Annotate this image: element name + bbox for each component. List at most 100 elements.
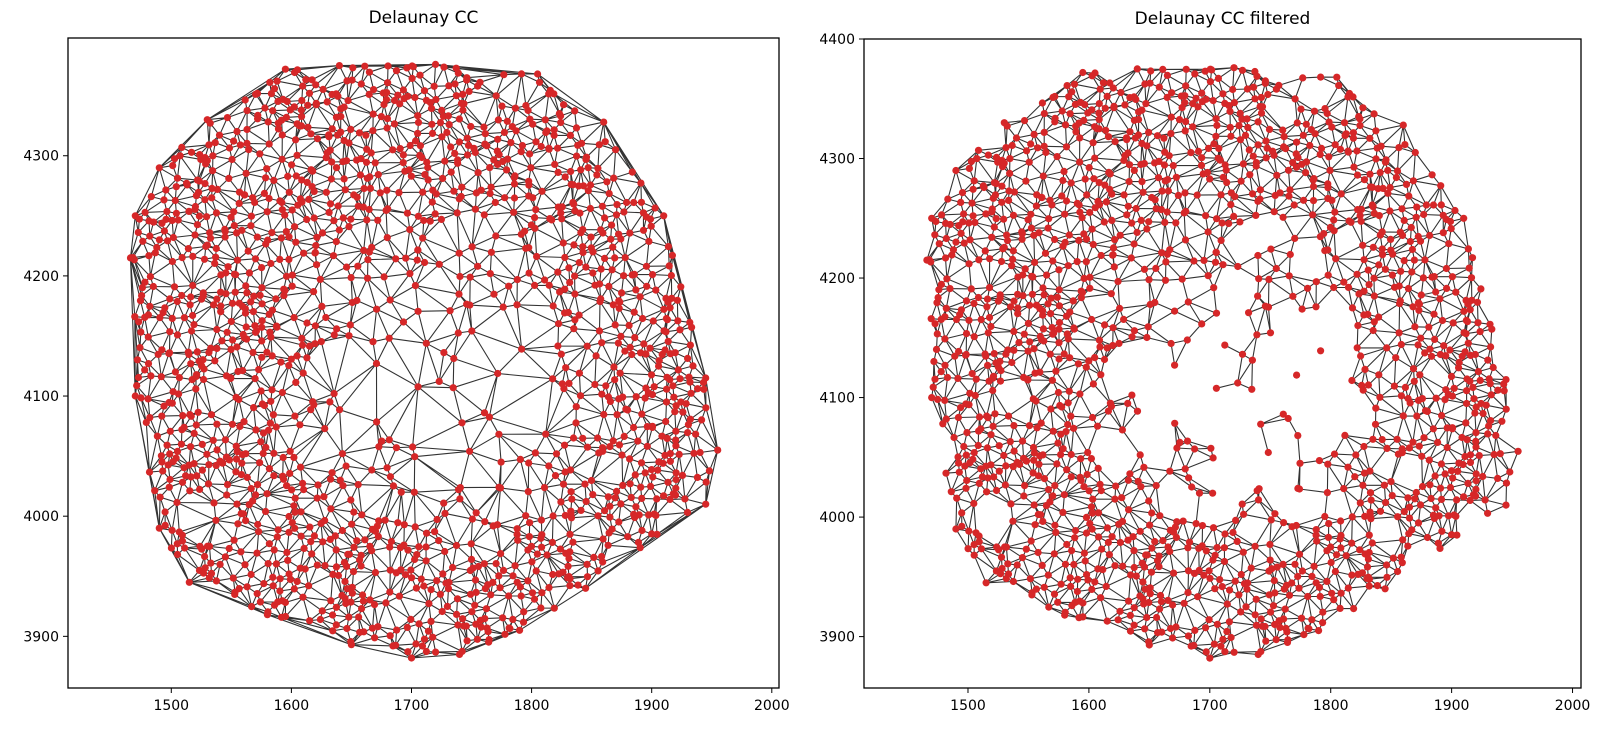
graph-node: [401, 571, 410, 579]
graph-node: [440, 499, 448, 507]
graph-node: [545, 144, 553, 152]
graph-node: [1254, 118, 1262, 126]
graph-node: [1412, 488, 1420, 497]
graph-node: [1319, 619, 1327, 627]
graph-node: [958, 509, 966, 517]
graph-node: [235, 585, 243, 593]
graph-node: [1434, 438, 1442, 446]
y-tick-label: 4100: [23, 389, 59, 405]
graph-node: [1082, 513, 1091, 522]
graph-node: [537, 142, 545, 151]
graph-node: [981, 350, 989, 358]
graph-node: [349, 64, 357, 72]
graph-node: [1206, 654, 1214, 662]
graph-node: [1264, 448, 1272, 457]
graph-node: [540, 484, 549, 492]
graph-node: [1472, 403, 1480, 411]
graph-node: [555, 320, 563, 328]
graph-node: [1371, 420, 1380, 428]
graph-node: [1267, 516, 1275, 524]
graph-node: [512, 127, 520, 135]
graph-node: [1079, 68, 1087, 77]
graph-node: [545, 462, 553, 470]
graph-node: [466, 566, 474, 575]
graph-node: [1044, 300, 1052, 308]
graph-node: [1226, 107, 1234, 115]
graph-node: [957, 198, 965, 206]
graph-node: [173, 550, 182, 559]
graph-node: [1124, 202, 1132, 210]
graph-node: [1235, 591, 1243, 599]
graph-node: [449, 384, 457, 392]
graph-node: [1376, 168, 1384, 177]
graph-node: [347, 638, 355, 646]
graph-node: [646, 344, 654, 352]
graph-node: [1137, 160, 1145, 169]
graph-node: [1073, 258, 1081, 266]
graph-node: [982, 210, 990, 218]
graph-node: [411, 93, 419, 102]
graph-node: [1003, 122, 1011, 130]
graph-node: [285, 255, 293, 263]
graph-node: [1271, 589, 1279, 597]
graph-node: [332, 164, 341, 172]
graph-node: [1257, 109, 1266, 117]
graph-node: [975, 532, 983, 540]
graph-node: [359, 597, 367, 605]
graph-node: [1146, 584, 1154, 592]
graph-node: [1449, 319, 1457, 327]
graph-node: [410, 488, 418, 496]
graph-node: [955, 222, 963, 230]
graph-node: [133, 356, 141, 364]
graph-node: [187, 327, 196, 335]
graph-node: [472, 509, 480, 517]
graph-node: [153, 432, 161, 440]
graph-node: [549, 375, 557, 383]
graph-node: [1066, 110, 1074, 118]
graph-node: [663, 316, 672, 324]
graph-node: [1257, 93, 1265, 102]
graph-node: [660, 492, 668, 500]
graph-node: [955, 459, 963, 467]
graph-node: [489, 578, 497, 587]
graph-node: [1327, 558, 1335, 567]
graph-node: [679, 408, 687, 416]
graph-node: [1100, 218, 1108, 226]
graph-node: [1431, 335, 1439, 343]
graph-node: [1267, 608, 1275, 616]
graph-node: [1264, 90, 1272, 99]
graph-node: [1348, 304, 1357, 312]
graph-node: [334, 131, 342, 139]
graph-node: [191, 205, 199, 213]
graph-node: [1400, 216, 1408, 224]
graph-node: [1312, 526, 1320, 534]
graph-node: [1181, 465, 1189, 473]
graph-node: [526, 115, 534, 123]
graph-node: [1133, 407, 1142, 415]
graph-node: [278, 206, 286, 214]
graph-node: [970, 499, 978, 508]
graph-node: [983, 488, 991, 496]
graph-node: [384, 62, 392, 70]
graph-node: [621, 254, 629, 262]
graph-node: [537, 516, 546, 524]
graph-node: [1429, 511, 1438, 519]
graph-node: [1212, 115, 1220, 123]
graph-node: [178, 143, 186, 151]
graph-node: [459, 106, 467, 114]
graph-node: [1229, 85, 1237, 94]
graph-node: [450, 354, 458, 363]
graph-node: [930, 357, 938, 366]
graph-node: [172, 183, 180, 191]
graph-node: [444, 112, 452, 120]
graph-node: [1479, 409, 1487, 418]
graph-node: [1243, 115, 1251, 123]
graph-node: [620, 432, 628, 440]
graph-node: [1321, 105, 1329, 113]
graph-node: [627, 493, 635, 502]
graph-node: [1051, 114, 1059, 122]
graph-node: [134, 228, 142, 236]
graph-node: [1293, 138, 1301, 146]
graph-node: [310, 214, 318, 222]
